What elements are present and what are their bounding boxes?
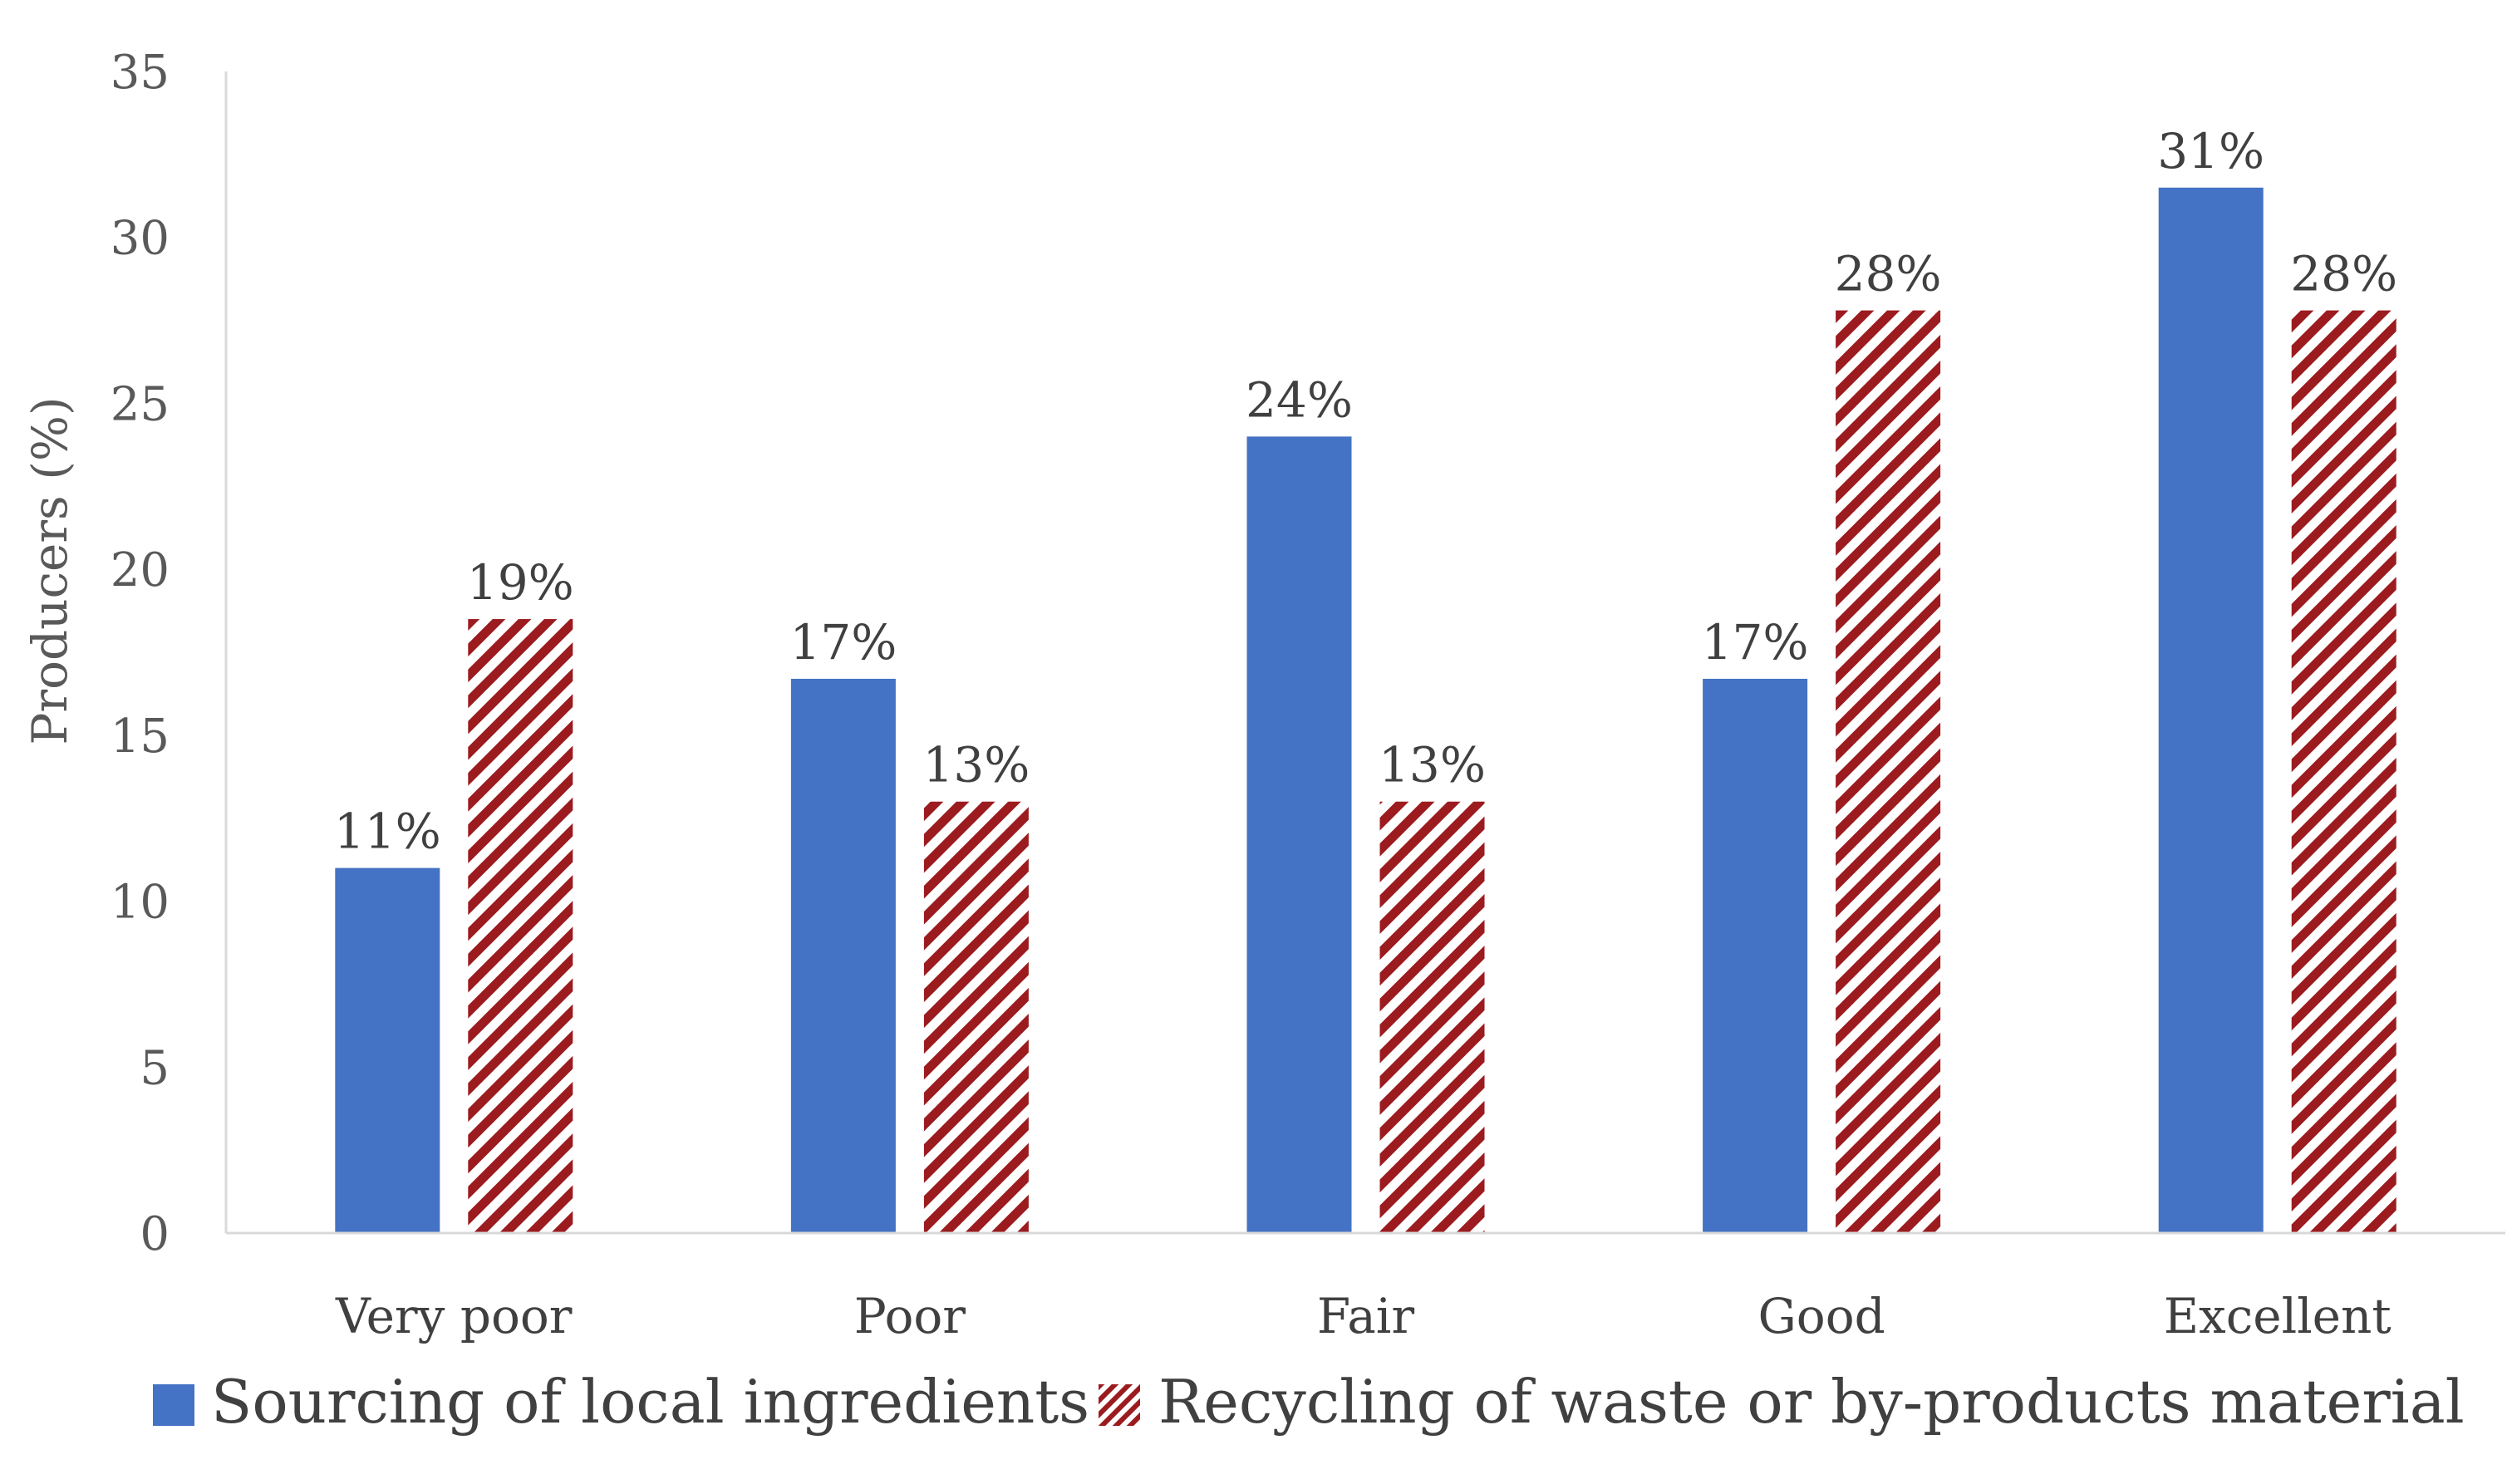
y-tick-label: 20 — [111, 543, 170, 597]
bar-recycling-good — [1836, 310, 1941, 1233]
x-tick-label: Good — [1757, 1288, 1885, 1344]
bar-sourcing-excellent — [2158, 187, 2264, 1233]
data-label: 11% — [334, 803, 441, 860]
bar-recycling-poor — [923, 801, 1029, 1233]
legend-swatch-recycling — [1099, 1384, 1140, 1426]
y-tick-label: 25 — [111, 377, 170, 431]
data-label: 17% — [1702, 614, 1809, 671]
legend-label-sourcing: Sourcing of local ingredients — [211, 1367, 1089, 1437]
data-label: 24% — [1246, 371, 1353, 428]
y-tick-label: 0 — [140, 1207, 170, 1261]
data-label: 31% — [2157, 123, 2264, 179]
legend: Sourcing of local ingredients Recycling o… — [153, 1367, 2465, 1437]
bar-sourcing-very-poor — [335, 867, 440, 1233]
legend-swatch-sourcing — [153, 1384, 194, 1426]
data-labels: 11% 19% 17% 13% 24% 13% 17% 28% 31% 28% — [334, 123, 2397, 860]
y-tick-label: 35 — [111, 46, 170, 100]
data-label: 13% — [922, 737, 1030, 794]
x-tick-label: Fair — [1317, 1288, 1414, 1344]
data-label: 13% — [1379, 737, 1486, 794]
y-axis-title: Producers (%) — [22, 396, 78, 744]
bar-sourcing-poor — [790, 678, 896, 1233]
data-label: 28% — [2290, 246, 2397, 302]
data-label: 17% — [789, 614, 897, 671]
data-label: 19% — [467, 554, 574, 611]
x-axis: Very poor Poor Fair Good Excellent — [226, 1231, 2505, 1344]
data-label: 28% — [1835, 246, 1942, 302]
bar-recycling-excellent — [2291, 310, 2397, 1233]
y-tick-label: 10 — [111, 876, 170, 930]
bars — [335, 187, 2397, 1233]
bar-recycling-fair — [1379, 801, 1485, 1233]
bar-sourcing-fair — [1246, 436, 1352, 1233]
bar-recycling-very-poor — [468, 619, 573, 1233]
legend-label-recycling: Recycling of waste or by-products materi… — [1158, 1367, 2465, 1437]
y-tick-label: 30 — [111, 212, 170, 266]
x-tick-label: Poor — [854, 1288, 966, 1344]
x-tick-label: Excellent — [2164, 1288, 2392, 1344]
x-tick-label: Very poor — [335, 1288, 573, 1344]
y-tick-label: 5 — [140, 1041, 170, 1095]
bar-sourcing-good — [1703, 678, 1808, 1233]
y-tick-label: 15 — [111, 710, 170, 764]
y-axis: 0 5 10 15 20 25 30 35 — [111, 46, 228, 1261]
